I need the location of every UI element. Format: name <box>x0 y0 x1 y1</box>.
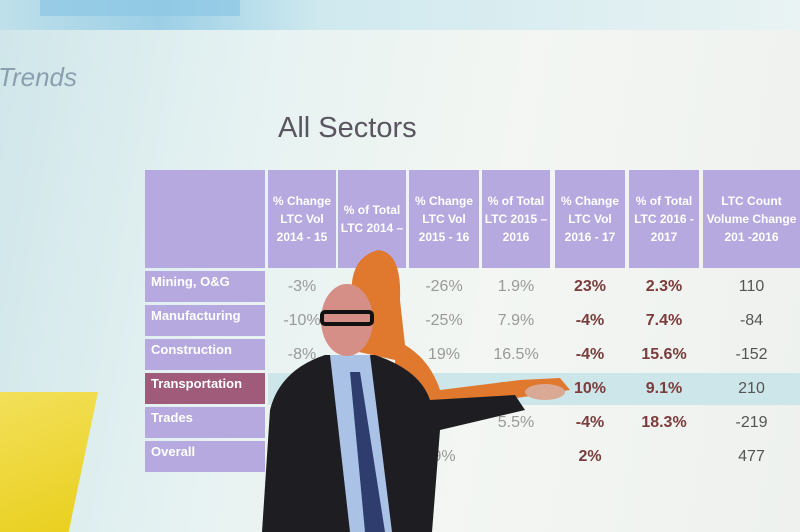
column-header: % of Total LTC 2015 – 2016 <box>482 170 550 268</box>
head <box>321 284 373 356</box>
table-cell: -25% <box>425 311 463 329</box>
suit <box>262 355 525 532</box>
table-cell: 477 <box>738 447 765 465</box>
table-cell: 16.5% <box>493 345 539 363</box>
table-cell: 2.3% <box>645 277 683 295</box>
row-label: Transportation <box>145 373 265 404</box>
table-cell: -4% <box>575 311 605 329</box>
slide-top-band <box>40 0 240 16</box>
table-cell: 5.5% <box>497 413 535 431</box>
column-header: % of Total LTC 2016 - 2017 <box>629 170 699 268</box>
table-cell: 10% <box>573 379 607 397</box>
column-header: % Change LTC Vol 2016 - 17 <box>555 170 625 268</box>
table-cell: 2% <box>578 447 602 465</box>
table-cell: 1.9% <box>497 277 535 295</box>
glasses <box>320 310 374 326</box>
column-header: % of Total LTC 2014 – <box>338 170 406 268</box>
column-header: % Change LTC Vol 2014 - 15 <box>268 170 336 268</box>
table-cell: 23% <box>573 277 607 295</box>
header-corner <box>145 170 265 268</box>
table-cell: -84 <box>739 311 764 329</box>
column-header: % Change LTC Vol 2015 - 16 <box>409 170 479 268</box>
table-cell: -4% <box>575 345 605 363</box>
row-label: Overall <box>145 441 265 472</box>
table-cell: 210 <box>738 379 765 397</box>
table-cell: -8% <box>287 345 317 363</box>
table-cell: -4% <box>575 413 605 431</box>
slide-section-title: Trends <box>0 62 77 92</box>
table-cell: 7.9% <box>497 311 535 329</box>
table-cell: -10% <box>283 311 321 329</box>
table-cell: 7.4% <box>645 311 683 329</box>
table-cell: -3% <box>287 277 317 295</box>
table-cell: -219 <box>735 413 768 431</box>
column-header: LTC Count Volume Change 201 -2016 <box>703 170 800 268</box>
pointing-hand <box>525 384 565 400</box>
slide-title: All Sectors <box>278 112 417 144</box>
row-label: Construction <box>145 339 265 370</box>
table-cell: 110 <box>738 277 765 295</box>
table-cell: -152 <box>735 345 768 363</box>
tie <box>350 372 385 532</box>
table-cell: -26% <box>425 277 463 295</box>
table-cell: 9.1% <box>645 379 683 397</box>
table-cell: 18.3% <box>641 413 687 431</box>
table-cell: 15.6% <box>641 345 687 363</box>
row-label: Manufacturing <box>145 305 265 336</box>
row-label: Trades <box>145 407 265 438</box>
table-cell: 19% <box>427 345 461 363</box>
row-label: Mining, O&G <box>145 271 265 302</box>
